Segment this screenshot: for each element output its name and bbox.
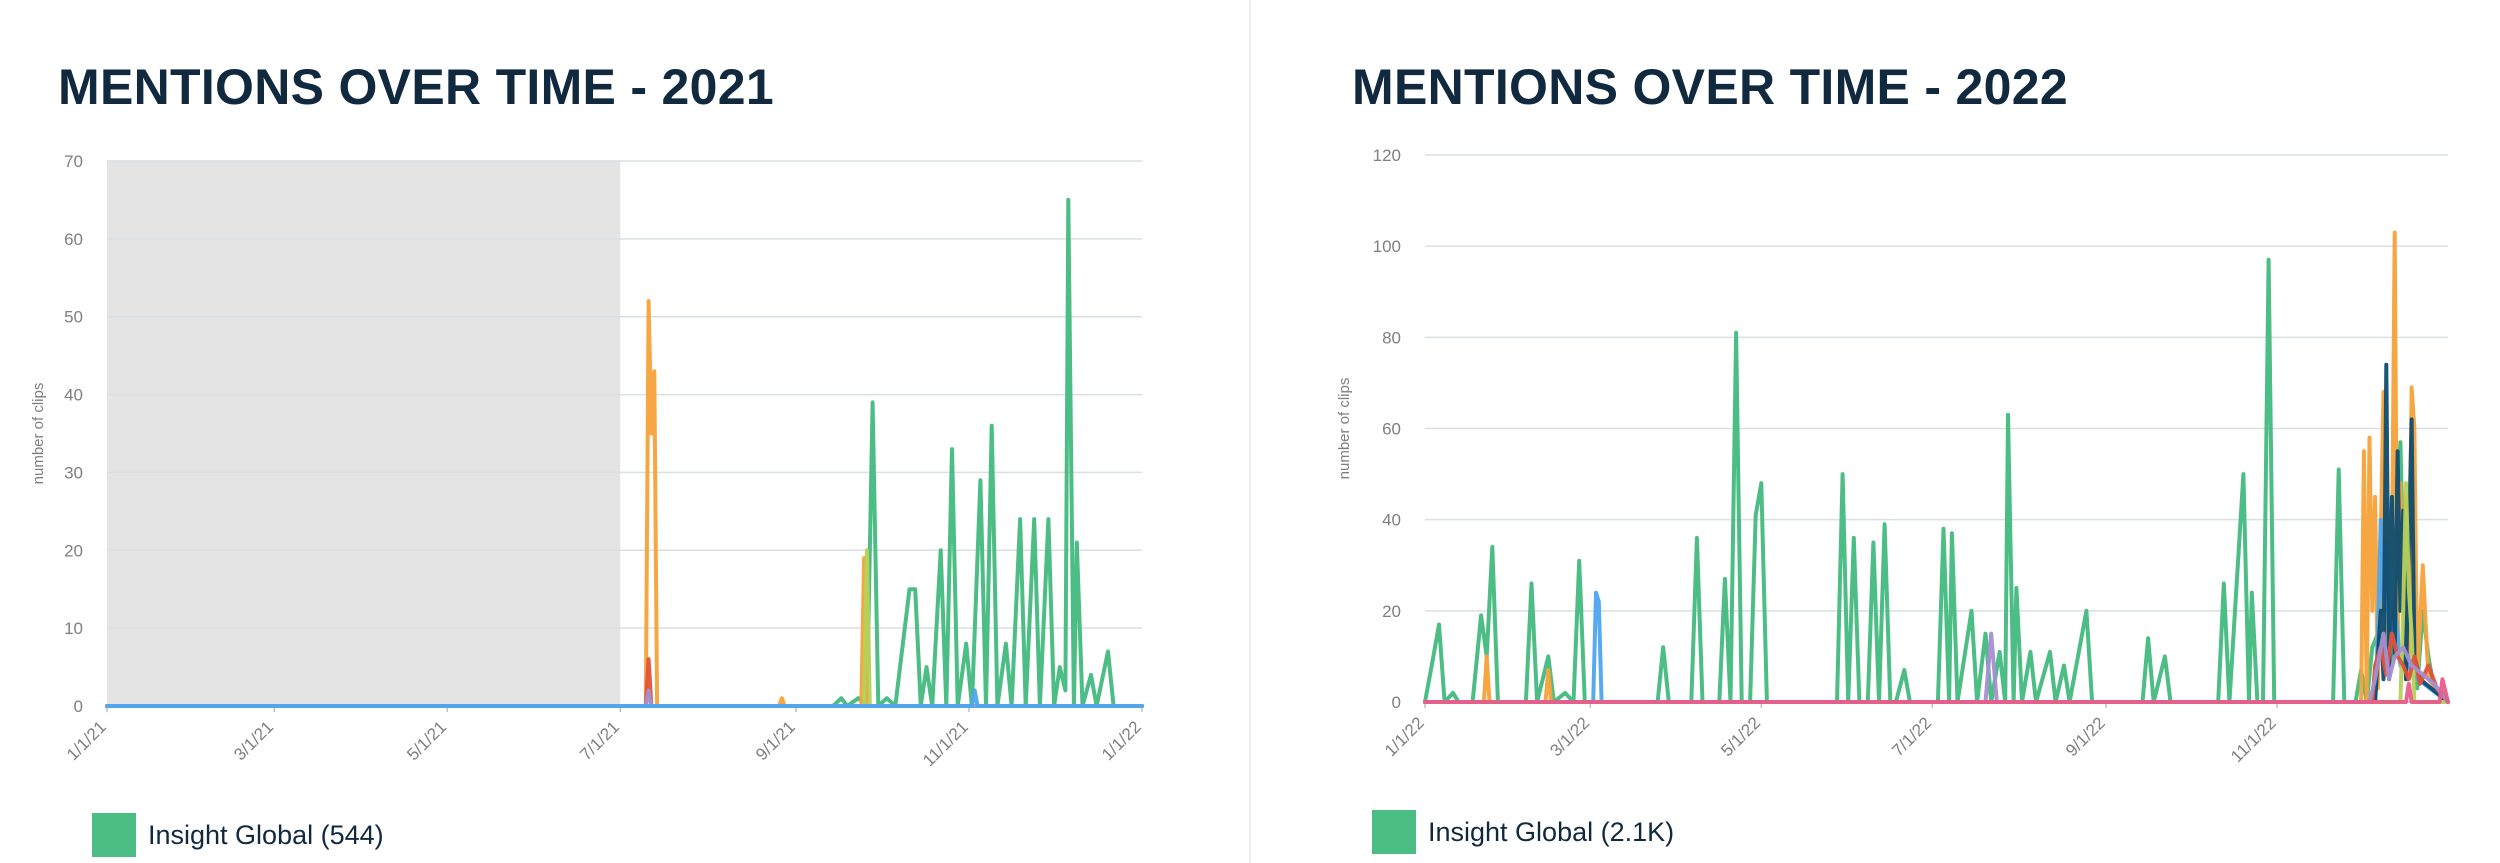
y-tick-label: 80 [1382, 328, 1401, 347]
x-tick-label: 7/1/22 [1888, 713, 1935, 760]
x-tick-label: 1/1/22 [1381, 713, 1428, 760]
series-line-other-5 [105, 688, 1144, 708]
chart-legend[interactable]: Insight Global (544) [92, 813, 384, 857]
y-tick-label: 0 [74, 697, 83, 716]
panel-divider [1249, 0, 1251, 863]
x-tick-label: 7/1/21 [576, 717, 623, 764]
series-line-other-7 [1423, 677, 2450, 704]
series-line-other-6 [1423, 631, 2450, 704]
y-tick-label: 60 [64, 230, 83, 249]
chart-panel-2021: MENTIONS OVER TIME - 2021 0 10 20 30 40 50 60 7… [0, 0, 1249, 863]
y-tick-label: 0 [1392, 693, 1401, 712]
x-tick-label: 3/1/21 [230, 717, 277, 764]
series-line-other-1 [1423, 230, 2450, 704]
legend-swatch [1372, 810, 1416, 854]
legend-label: Insight Global (544) [148, 819, 384, 850]
chart-title: MENTIONS OVER TIME - 2021 [58, 59, 774, 115]
y-tick-label: 30 [64, 463, 83, 482]
y-tick-label: 10 [64, 619, 83, 638]
y-tick-label: 40 [64, 386, 83, 405]
y-tick-label: 50 [64, 308, 83, 327]
x-tick-label: 1/1/22 [1098, 717, 1145, 764]
y-tick-label: 60 [1382, 420, 1401, 439]
x-tick-label: 3/1/22 [1546, 713, 1593, 760]
y-tick-label: 40 [1382, 511, 1401, 530]
x-tick-label: 11/1/21 [919, 717, 972, 770]
legend-swatch [92, 813, 136, 857]
line-chart-2022: 0 20 40 60 80 100 120 number of clips 1/1/22 3/1/… [1336, 146, 2450, 766]
x-tick-label: 5/1/22 [1717, 713, 1764, 760]
y-tick-label: 20 [64, 541, 83, 560]
y-axis-label: number of clips [1336, 378, 1353, 480]
x-tick-label: 9/1/21 [752, 717, 799, 764]
chart-panel-2022: MENTIONS OVER TIME - 2022 0 20 40 60 80 100 12… [1251, 0, 2500, 863]
shaded-date-range [107, 161, 621, 706]
series-line-other-4 [1423, 481, 2450, 704]
y-tick-label: 20 [1382, 602, 1401, 621]
series-line-other-5 [1423, 631, 2450, 704]
y-tick-label: 100 [1373, 237, 1401, 256]
series-line-insight-global [1423, 257, 2450, 704]
y-tick-label: 70 [64, 152, 83, 171]
y-tick-label: 120 [1373, 146, 1401, 165]
chart-legend[interactable]: Insight Global (2.1K) [1372, 810, 1674, 854]
x-tick-label: 5/1/21 [403, 717, 450, 764]
x-tick-label: 9/1/22 [2062, 713, 2109, 760]
x-tick-label: 1/1/21 [63, 717, 110, 764]
y-axis-label: number of clips [30, 383, 47, 485]
series-line-other-3 [1423, 362, 2450, 704]
x-tick-label: 11/1/22 [2227, 713, 2280, 766]
legend-label: Insight Global (2.1K) [1428, 816, 1675, 847]
line-chart-2021: 0 10 20 30 40 50 60 70 number of clips 1/1/21 3/1/… [30, 152, 1145, 770]
chart-title: MENTIONS OVER TIME - 2022 [1352, 59, 2068, 115]
